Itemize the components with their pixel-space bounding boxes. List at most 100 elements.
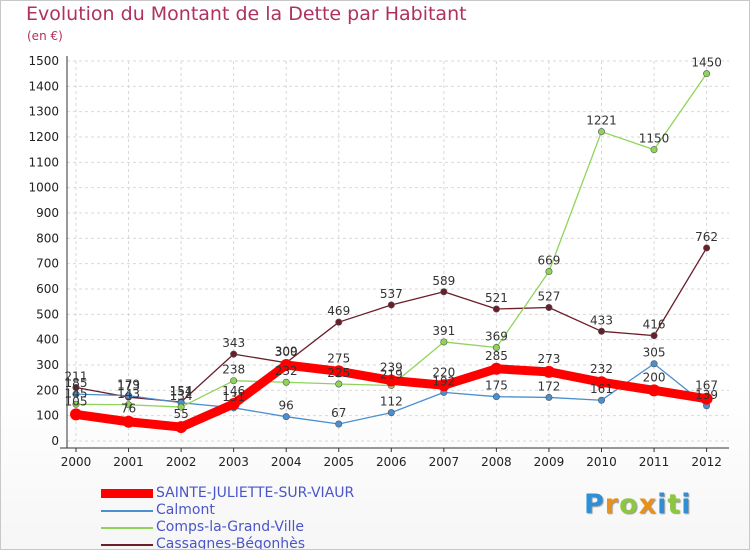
data-label-comps-la-grand-ville: 219 [380, 368, 403, 382]
data-point-cassagnes-begonhes [387, 301, 395, 309]
data-label-calmont: 305 [643, 346, 666, 360]
data-label-sainte-juliette-sur-viaur: 55 [173, 407, 188, 421]
y-tick-label: 200 [36, 383, 59, 397]
data-label-cassagnes-begonhes: 154 [170, 384, 193, 398]
grid-layer [67, 60, 729, 442]
data-label-calmont: 67 [331, 406, 346, 420]
data-label-cassagnes-begonhes: 343 [222, 336, 245, 350]
data-point-comps-la-grand-ville [72, 400, 80, 408]
data-point-comps-la-grand-ville [703, 70, 711, 78]
data-label-sainte-juliette-sur-viaur: 275 [327, 351, 350, 365]
data-point-sainte-juliette-sur-viaur [542, 365, 555, 378]
data-point-cassagnes-begonhes [650, 332, 658, 340]
data-point-cassagnes-begonhes [440, 288, 448, 296]
data-point-sainte-juliette-sur-viaur [385, 374, 398, 387]
data-label-calmont: 175 [485, 379, 508, 393]
data-point-comps-la-grand-ville [440, 338, 448, 346]
data-point-comps-la-grand-ville [282, 378, 290, 386]
data-label-comps-la-grand-ville: 238 [222, 363, 245, 377]
y-tick-label: 700 [36, 257, 59, 271]
data-label-calmont: 185 [65, 376, 88, 390]
data-label-sainte-juliette-sur-viaur: 285 [485, 349, 508, 363]
data-point-comps-la-grand-ville [597, 128, 605, 136]
data-point-sainte-juliette-sur-viaur [700, 392, 713, 405]
data-point-sainte-juliette-sur-viaur [280, 359, 293, 371]
data-label-comps-la-grand-ville: 143 [117, 387, 140, 401]
data-label-sainte-juliette-sur-viaur: 200 [643, 370, 666, 384]
logo-letter: i [681, 489, 692, 520]
logo-letter: x [638, 489, 658, 520]
data-label-calmont: 139 [695, 388, 718, 402]
data-point-cassagnes-begonhes [335, 318, 343, 326]
legend-swatch-sainte-juliette [101, 489, 153, 498]
data-point-cassagnes-begonhes [703, 244, 711, 252]
legend-swatch-comps [101, 527, 153, 529]
data-label-cassagnes-begonhes: 433 [590, 313, 613, 327]
data-point-sainte-juliette-sur-viaur [437, 379, 450, 392]
y-tick-label: 0 [51, 434, 59, 448]
data-label-cassagnes-begonhes: 309 [275, 345, 298, 359]
data-point-calmont [335, 420, 343, 428]
y-tick-label: 1200 [28, 130, 59, 144]
data-point-sainte-juliette-sur-viaur [648, 384, 661, 397]
legend-label-sainte-juliette: SAINTE-JULIETTE-SUR-VIAUR [156, 485, 355, 501]
data-label-calmont: 192 [432, 374, 455, 388]
x-tick-label: 2002 [166, 455, 197, 469]
data-label-cassagnes-begonhes: 527 [537, 289, 560, 303]
data-label-sainte-juliette-sur-viaur: 167 [695, 379, 718, 393]
data-label-calmont: 179 [117, 378, 140, 392]
data-label-calmont: 151 [170, 385, 193, 399]
data-point-calmont [597, 396, 605, 404]
data-point-sainte-juliette-sur-viaur [227, 398, 240, 411]
data-point-calmont [72, 390, 80, 398]
x-tick-label: 2003 [218, 455, 249, 469]
data-label-calmont: 161 [590, 382, 613, 396]
logo-letter: o [619, 489, 639, 520]
y-tick-label: 1000 [28, 181, 59, 195]
data-point-cassagnes-begonhes [597, 327, 605, 335]
data-label-cassagnes-begonhes: 762 [695, 230, 718, 244]
data-label-cassagnes-begonhes: 416 [643, 318, 666, 332]
data-point-sainte-juliette-sur-viaur [70, 408, 82, 421]
data-point-cassagnes-begonhes [545, 303, 553, 311]
x-tick-label: 2005 [323, 455, 354, 469]
y-tick-label: 400 [36, 333, 59, 347]
x-tick-label: 2006 [376, 455, 407, 469]
data-label-comps-la-grand-ville: 1221 [586, 114, 617, 128]
data-label-sainte-juliette-sur-viaur: 300 [275, 345, 298, 359]
data-point-sainte-juliette-sur-viaur [175, 421, 188, 434]
x-tick-label: 2010 [586, 455, 617, 469]
logo-letter: r [604, 489, 620, 520]
x-tick-label: 2009 [534, 455, 565, 469]
data-label-comps-la-grand-ville: 225 [327, 366, 350, 380]
data-label-sainte-juliette-sur-viaur: 220 [432, 365, 455, 379]
data-label-sainte-juliette-sur-viaur: 232 [590, 362, 613, 376]
y-tick-label: 1400 [28, 79, 59, 93]
y-tick-label: 1100 [28, 155, 59, 169]
data-point-comps-la-grand-ville [177, 403, 185, 411]
legend-swatch-cassagnes [101, 544, 153, 546]
chart-unit: (en €) [27, 29, 63, 43]
y-tick-label: 100 [36, 409, 59, 423]
series-layer [70, 70, 713, 434]
data-label-comps-la-grand-ville: 391 [432, 324, 455, 338]
logo-letter: i [657, 489, 668, 520]
y-tick-label: 600 [36, 282, 59, 296]
data-point-calmont [387, 409, 395, 417]
logo-letter: t [667, 489, 682, 520]
data-label-cassagnes-begonhes: 521 [485, 291, 508, 305]
x-tick-label: 2012 [691, 455, 722, 469]
data-label-calmont: 131 [222, 390, 245, 404]
legend-label-calmont: Calmont [156, 502, 215, 518]
data-label-sainte-juliette-sur-viaur: 105 [65, 394, 88, 408]
y-tick-label: 500 [36, 307, 59, 321]
data-label-comps-la-grand-ville: 134 [170, 389, 193, 403]
data-label-cassagnes-begonhes: 211 [65, 370, 88, 384]
logo-letter: P [584, 489, 605, 520]
data-label-sainte-juliette-sur-viaur: 146 [222, 384, 245, 398]
data-point-comps-la-grand-ville [335, 380, 343, 388]
data-point-calmont [125, 392, 133, 400]
